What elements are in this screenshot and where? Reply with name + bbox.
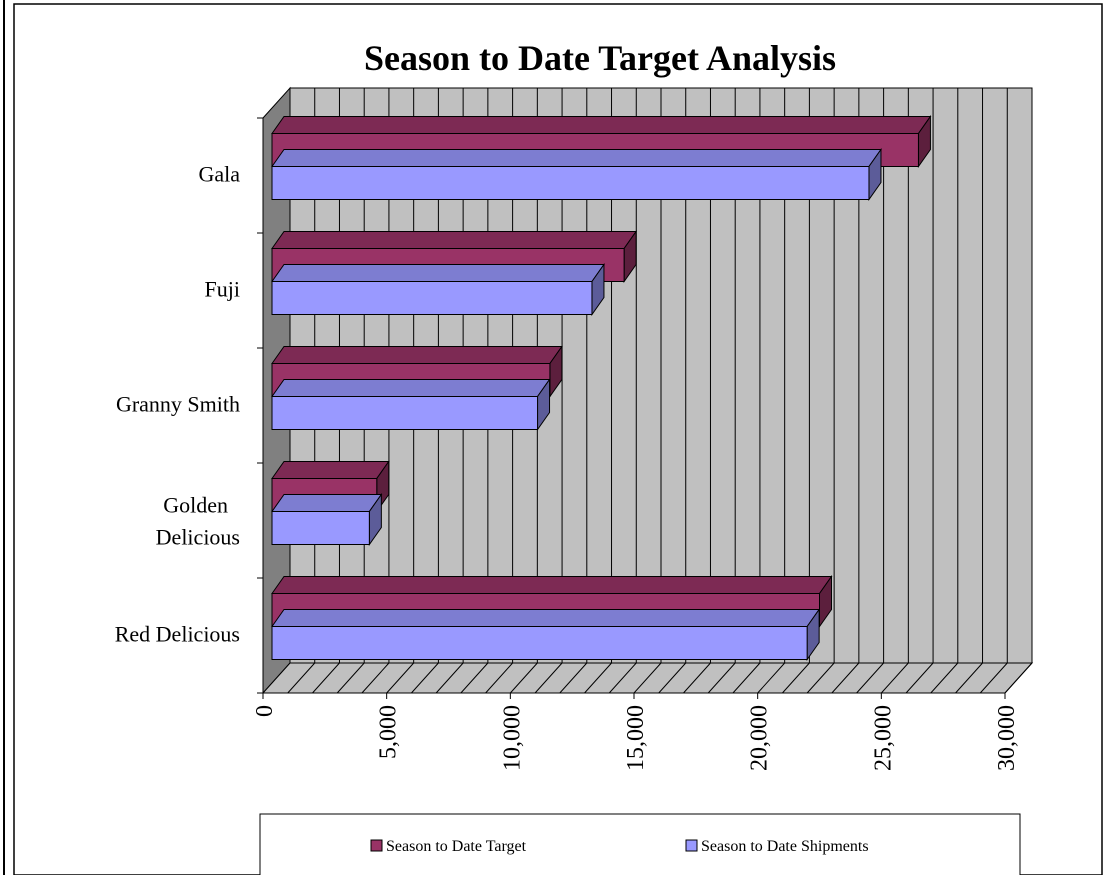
category-label: Gala xyxy=(198,162,240,187)
axes-layer: Gala Fuji Granny Smith Golden Delicious Red D… xyxy=(115,117,1020,771)
bar-target-top xyxy=(271,231,638,249)
floor-gridline xyxy=(312,662,340,694)
legend-swatch-target xyxy=(370,839,383,852)
floor-gridline xyxy=(806,662,835,694)
category-label: Fuji xyxy=(205,277,240,302)
floor-gridline xyxy=(880,662,909,694)
floor-gridline xyxy=(435,662,464,694)
floor-gridline xyxy=(460,662,489,694)
floor-gridline xyxy=(979,662,1008,694)
floor-gridline xyxy=(509,662,538,694)
x-tick-label: 10,000 xyxy=(499,705,525,771)
floor-gridline xyxy=(757,662,786,694)
bar-shipments-front xyxy=(271,166,870,200)
bar-shipments-top xyxy=(271,149,882,167)
bar-shipments-top xyxy=(271,609,821,627)
bar-target-top xyxy=(271,461,390,479)
floor-gridline xyxy=(905,662,934,694)
legend-swatch-shipments xyxy=(685,839,698,852)
bar-shipments-top xyxy=(271,264,605,282)
floor-gridline xyxy=(707,662,736,694)
bar-shipments xyxy=(271,607,821,662)
bar-target-top xyxy=(271,346,563,364)
bar-shipments-front xyxy=(271,281,593,315)
bar-shipments xyxy=(271,262,605,317)
floor-gridline xyxy=(584,662,612,694)
x-tick-label: 15,000 xyxy=(623,705,649,771)
floor-gridline xyxy=(782,662,810,694)
bars-layer xyxy=(271,114,932,662)
legend: Season to Date Target Season to Date Shi… xyxy=(259,813,1021,880)
category-label-line: Delicious xyxy=(156,525,240,550)
legend-label-target: Season to Date Target xyxy=(386,838,527,855)
floor-gridline xyxy=(534,662,563,694)
floor-gridline xyxy=(559,662,588,694)
legend-label-shipments: Season to Date Shipments xyxy=(701,838,869,855)
bar-shipments-top xyxy=(271,379,551,397)
floor-gridline xyxy=(1004,662,1033,694)
bar-target-top xyxy=(271,576,833,594)
category-label: Golden Delicious xyxy=(156,493,240,550)
x-tick-label: 5,000 xyxy=(376,705,402,759)
floor-gridline xyxy=(732,662,761,694)
floor-gridline xyxy=(336,662,365,694)
category-label: Granny Smith xyxy=(116,392,240,417)
floor-gridline xyxy=(633,662,662,694)
floor-gridline xyxy=(386,662,415,694)
floor-gridline xyxy=(361,662,390,694)
floor-gridline xyxy=(658,662,687,694)
legend-box xyxy=(259,813,1021,880)
bar-shipments-front xyxy=(271,396,539,430)
bar-shipments-front xyxy=(271,511,370,545)
x-tick-label: 0 xyxy=(252,705,278,717)
x-tick-label: 20,000 xyxy=(747,705,773,771)
floor-gridline xyxy=(831,662,860,694)
bar-shipments-top xyxy=(271,494,383,512)
floor-gridline xyxy=(930,662,959,694)
x-tick-label: 25,000 xyxy=(870,705,896,771)
bar-shipments xyxy=(271,147,882,202)
floor-gridline xyxy=(856,662,884,694)
floor-gridline xyxy=(683,662,711,694)
floor-gridline xyxy=(955,662,983,694)
floor-gridline xyxy=(608,662,637,694)
chart-title: Season to Date Target Analysis xyxy=(364,38,836,78)
floor-gridline xyxy=(485,662,513,694)
floor-gridline xyxy=(287,662,316,694)
bar-target-top xyxy=(271,116,932,134)
x-tick-label: 30,000 xyxy=(994,705,1020,771)
bar-shipments xyxy=(271,492,383,547)
bar-shipments-front xyxy=(271,626,808,660)
floor-gridline xyxy=(411,662,439,694)
category-label: Red Delicious xyxy=(115,622,240,647)
bar-shipments xyxy=(271,377,551,432)
category-label-line: Golden xyxy=(163,493,228,518)
